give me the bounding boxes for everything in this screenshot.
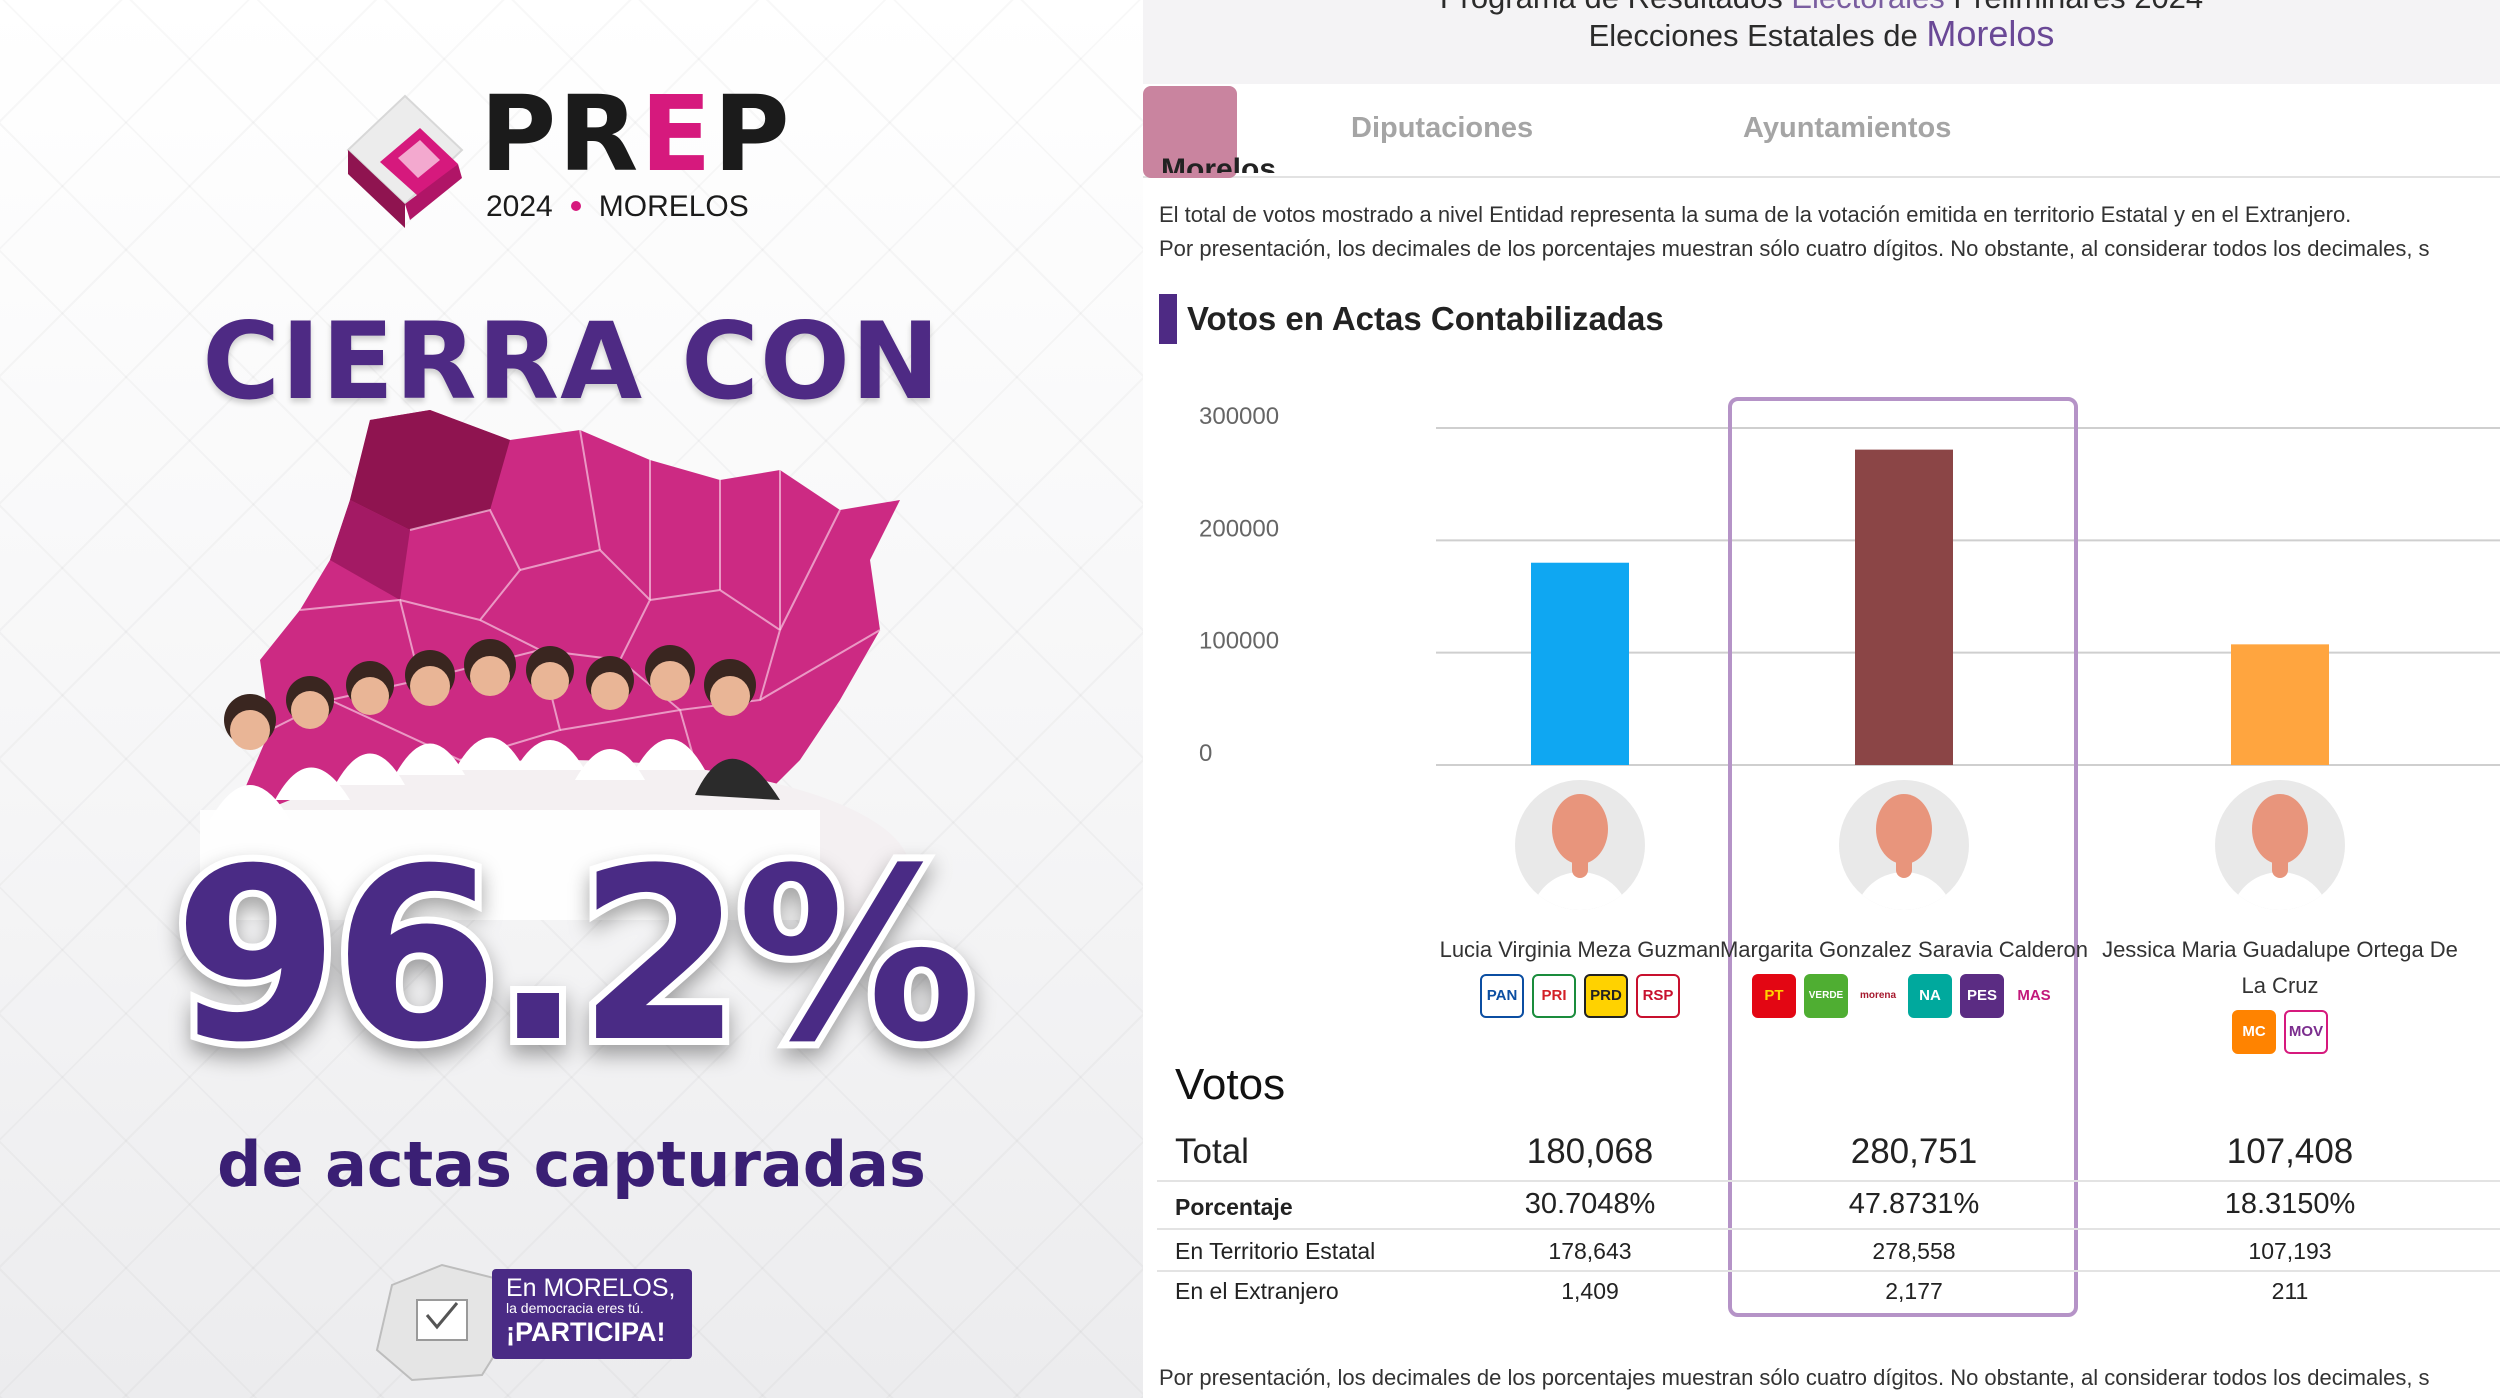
- prep-diamond-icon: [346, 94, 464, 228]
- bar-3[interactable]: [2231, 644, 2329, 765]
- logo-year: 2024: [486, 190, 553, 223]
- prep-logo: PREP 2024 MORELOS: [340, 82, 800, 228]
- party-logo-icon: MC: [2232, 1010, 2276, 1054]
- cell-porcentaje: 30.7048%: [1524, 1188, 1656, 1220]
- cell-extranjero: 1,409: [1561, 1278, 1619, 1304]
- candidate-card[interactable]: Lucia Virginia Meza Guzman PAN PRI PRD RSP: [1390, 780, 1770, 1018]
- party-logo-icon: PRI: [1532, 974, 1576, 1018]
- row-porcentaje: Porcentaje 30.7048% 47.8731% 18.3150%: [1157, 1182, 2500, 1230]
- logo-word-c: P: [713, 73, 792, 195]
- party-logos: MC MOV: [2090, 1010, 2470, 1054]
- results-screen: Programa de Resultados Electorales Preli…: [1143, 0, 2500, 1398]
- row-label-total: Total: [1175, 1132, 1249, 1171]
- header-line1-b: Electorales: [1791, 0, 1944, 15]
- election-tabs: Diputaciones Ayuntamientos: [1143, 84, 2500, 178]
- party-logo-icon: VERDE: [1804, 974, 1848, 1018]
- header-line2-a: Elecciones Estatales de: [1588, 18, 1927, 53]
- y-tick-label: 300000: [1199, 403, 1279, 430]
- participa-box: En MORELOS, la democracia eres tú. ¡PART…: [492, 1269, 692, 1359]
- cell-territorio: 107,193: [2248, 1238, 2332, 1264]
- row-label-territorio: En Territorio Estatal: [1175, 1238, 1376, 1264]
- section-marker: [1159, 294, 1177, 344]
- votos-heading: Votos: [1175, 1060, 1286, 1109]
- party-logo-icon: PT: [1752, 974, 1796, 1018]
- row-label-porcentaje: Porcentaje: [1175, 1194, 1293, 1220]
- header-line1: Programa de Resultados Electorales Preli…: [1143, 0, 2500, 16]
- candidate-card[interactable]: Margarita Gonzalez Saravia Calderon PT VE…: [1714, 780, 2094, 1018]
- cell-territorio: 178,643: [1548, 1238, 1632, 1264]
- promo-headline: CIERRA CON: [202, 300, 941, 423]
- party-logo-icon: PAN: [1480, 974, 1524, 1018]
- party-logos: PAN PRI PRD RSP: [1390, 974, 1770, 1018]
- logo-subtitle: 2024 MORELOS: [486, 190, 749, 224]
- cell-territorio: 278,558: [1872, 1238, 1956, 1264]
- party-logo-icon: PRD: [1584, 974, 1628, 1018]
- clipped-heading: Morelos: [1161, 155, 1277, 173]
- votes-bar-chart: 300000 200000 100000 0: [1199, 403, 2500, 767]
- section-title-text: Votos en Actas Contabilizadas: [1187, 300, 1664, 337]
- bar-2[interactable]: [1855, 449, 1953, 765]
- header-line1-a: Programa de Resultados: [1440, 0, 1792, 15]
- row-territorio: En Territorio Estatal 178,643 278,558 10…: [1157, 1230, 2500, 1272]
- logo-state: MORELOS: [598, 190, 749, 223]
- participa-line3: ¡PARTICIPA!: [506, 1316, 666, 1347]
- party-logo-icon: PES: [1960, 974, 2004, 1018]
- party-logo-icon: MAS: [2012, 974, 2056, 1018]
- candidate-name: Margarita Gonzalez Saravia Calderon: [1719, 937, 2089, 962]
- cell-extranjero: 2,177: [1885, 1278, 1943, 1304]
- y-tick-label: 0: [1199, 740, 1212, 767]
- percent-actas: 96.2%: [167, 818, 983, 1095]
- avatar: [1839, 780, 1969, 910]
- logo-word-a: PR: [480, 73, 641, 195]
- participa-line2: la democracia eres tú.: [506, 1300, 644, 1317]
- party-logos: PT VERDE morena NA PES MAS: [1714, 974, 2094, 1018]
- cell-porcentaje: 47.8731%: [1848, 1188, 1980, 1220]
- ballot-box-icon: [375, 1263, 509, 1382]
- logo-word-b: E: [640, 73, 714, 195]
- note-total-votos: El total de votos mostrado a nivel Entid…: [1159, 202, 2352, 227]
- header-line2-b: Morelos: [1926, 13, 2055, 54]
- party-logo-icon: RSP: [1636, 974, 1680, 1018]
- y-tick-label: 100000: [1199, 628, 1279, 655]
- party-logo-icon: NA: [1908, 974, 1952, 1018]
- participa-line1: En MORELOS,: [506, 1274, 676, 1302]
- tab-ayuntamientos[interactable]: Ayuntamientos: [1743, 112, 1952, 144]
- party-logo-icon: morena: [1856, 974, 1900, 1018]
- party-logo-icon: MOV: [2284, 1010, 2328, 1054]
- tab-gubernatura-active[interactable]: [1143, 86, 1237, 178]
- header-line1-c: Preliminares 2024: [1945, 0, 2203, 15]
- morelos-map-illustration: [200, 410, 910, 920]
- row-extranjero: En el Extranjero 1,409 2,177 211: [1157, 1272, 2500, 1312]
- cell-extranjero: 211: [2271, 1278, 2309, 1304]
- cell-total: 280,751: [1850, 1132, 1978, 1171]
- cell-total: 107,408: [2226, 1132, 2354, 1171]
- page-header: Programa de Resultados Electorales Preli…: [1143, 0, 2500, 84]
- cell-porcentaje: 18.3150%: [2224, 1188, 2356, 1220]
- bar-1[interactable]: [1531, 562, 1629, 765]
- participa-badge: En MORELOS, la democracia eres tú. ¡PART…: [372, 1255, 702, 1385]
- y-tick-label: 200000: [1199, 515, 1279, 542]
- footnote-decimales: Por presentación, los decimales de los p…: [1159, 1365, 2430, 1390]
- candidate-name: Jessica Maria Guadalupe Ortega De La Cru…: [2102, 937, 2458, 998]
- leading-candidate-highlight: [1728, 397, 2078, 1317]
- logo-wordmark: PREP: [480, 82, 792, 186]
- candidate-name: Lucia Virginia Meza Guzman: [1439, 937, 1721, 962]
- promo-panel: PREP 2024 MORELOS CIERRA CON: [0, 0, 1143, 1398]
- cell-total: 180,068: [1526, 1132, 1654, 1171]
- tab-diputaciones[interactable]: Diputaciones: [1351, 112, 1534, 144]
- logo-dot: [570, 201, 581, 211]
- promo-subline: de actas capturadas: [217, 1128, 926, 1201]
- row-label-extranjero: En el Extranjero: [1175, 1278, 1339, 1304]
- candidate-card[interactable]: Jessica Maria Guadalupe Ortega De La Cru…: [2090, 780, 2470, 1054]
- people-group: [200, 639, 910, 920]
- note-decimales: Por presentación, los decimales de los p…: [1159, 236, 2430, 261]
- avatar: [1515, 780, 1645, 910]
- row-total: Total 180,068 280,751 107,408: [1157, 1130, 2500, 1182]
- header-line2: Elecciones Estatales de Morelos: [1143, 13, 2500, 55]
- avatar: [2215, 780, 2345, 910]
